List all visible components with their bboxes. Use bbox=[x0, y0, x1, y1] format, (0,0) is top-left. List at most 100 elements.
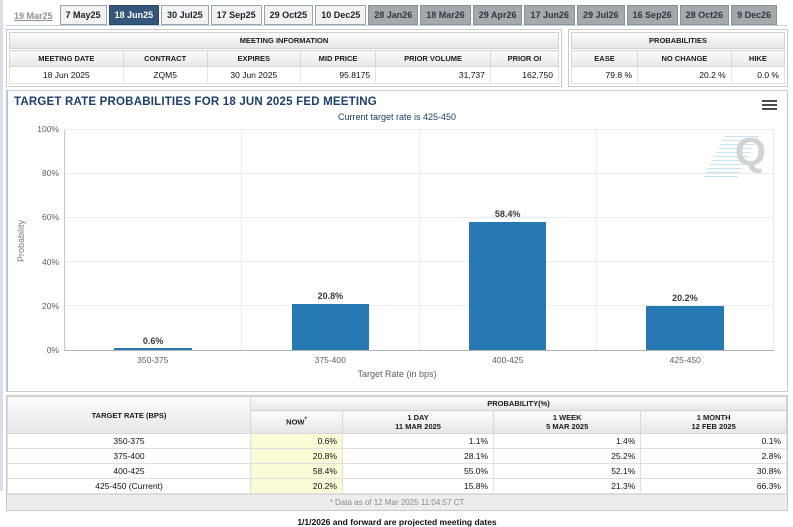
meeting-info-value-0: 18 Jun 2025 bbox=[9, 66, 124, 84]
tab-28-jan26[interactable]: 28 Jan26 bbox=[368, 5, 419, 25]
y-tick-label: 20% bbox=[41, 300, 59, 311]
probabilities-header-2: HIKE bbox=[730, 50, 786, 67]
bar-400-425 bbox=[468, 221, 547, 350]
tab-18-mar26[interactable]: 18 Mar26 bbox=[420, 5, 471, 25]
meeting-information-panel: MEETING INFORMATION MEETING DATE CONTRACT… bbox=[6, 29, 562, 87]
meeting-info-value-5: 162,750 bbox=[489, 66, 560, 84]
prob-cell-month: 66.3% bbox=[640, 478, 787, 494]
tab-18-jun25[interactable]: 18 Jun25 bbox=[108, 5, 160, 25]
x-axis-ticks: 350-375 375-400 400-425 425-450 bbox=[64, 351, 780, 365]
y-axis-title: Probability bbox=[16, 219, 26, 262]
meeting-info-header-2: EXPIRES bbox=[206, 50, 301, 67]
meeting-info-value-4: 31,737 bbox=[375, 66, 491, 84]
prob-cell-rate: 350-375 bbox=[6, 433, 252, 449]
prob-cell-rate: 425-450 (Current) bbox=[6, 478, 252, 494]
x-axis-ticks-row: 350-375 375-400 400-425 425-450 bbox=[14, 351, 780, 365]
bar-375-400 bbox=[291, 304, 370, 350]
tab-28-oct26[interactable]: 28 Oct26 bbox=[679, 5, 730, 25]
meeting-info-value-3: 95.8175 bbox=[299, 66, 377, 84]
probability-group-header: PROBABILITY(%) bbox=[250, 396, 787, 411]
prob-cell-rate: 375-400 bbox=[6, 448, 252, 464]
meeting-info-header-3: MID PRICE bbox=[299, 50, 377, 67]
bar-425-450 bbox=[646, 305, 724, 350]
prob-cell-now: 20.2% bbox=[250, 478, 343, 494]
plot-column-400-425: 58.4% bbox=[420, 130, 597, 350]
tab-29-oct25[interactable]: 29 Oct25 bbox=[263, 5, 314, 25]
probability-history-table-wrap: TARGET RATE (BPS) PROBABILITY(%) NOW* 1 D… bbox=[6, 395, 788, 511]
prob-cell-month: 2.8% bbox=[640, 448, 787, 464]
y-axis-ticks: 0% 20% 40% 60% 80% 100% bbox=[28, 124, 64, 355]
x-tick-label: 425-450 bbox=[669, 355, 701, 365]
gridline bbox=[65, 305, 774, 306]
tab-7-may25[interactable]: 7 May25 bbox=[59, 5, 107, 25]
chart-area: Probability 0% 20% 40% 60% 80% 100% Q 0.6% 20.… bbox=[14, 124, 780, 355]
prob-subheader-2: 1 WEEK 5 MAR 2025 bbox=[493, 410, 642, 434]
gridline bbox=[65, 217, 774, 218]
probabilities-value-row: 79.8 % 20.2 % 0.0 % bbox=[570, 66, 786, 84]
gridline bbox=[65, 173, 774, 174]
prob-table-row: 375-400 20.8% 28.1% 25.2% 2.8% bbox=[6, 448, 787, 464]
tab-29-jul26[interactable]: 29 Jul26 bbox=[577, 5, 625, 25]
tab-19-mar25[interactable]: 19 Mar25 bbox=[9, 7, 58, 25]
meeting-info-header-1: CONTRACT bbox=[122, 50, 208, 67]
y-tick-label: 100% bbox=[37, 124, 59, 134]
plot-column-375-400: 20.8% bbox=[242, 130, 420, 350]
y-tick-label: 80% bbox=[41, 168, 59, 179]
prob-subheader-1: 1 DAY 11 MAR 2025 bbox=[341, 410, 495, 434]
probabilities-panel: PROBABILITIES EASE NO CHANGE HIKE 79.8 % 20… bbox=[568, 29, 788, 87]
target-rate-chart-panel: TARGET RATE PROBABILITIES FOR 18 JUN 202… bbox=[6, 90, 788, 392]
prob-cell-week: 21.3% bbox=[493, 478, 642, 494]
tab-10-dec25[interactable]: 10 Dec25 bbox=[315, 5, 367, 25]
probabilities-header-1: NO CHANGE bbox=[637, 50, 732, 67]
prob-cell-rate: 400-425 bbox=[6, 463, 252, 479]
tab-17-sep25[interactable]: 17 Sep25 bbox=[210, 5, 262, 25]
bar-value-label: 0.6% bbox=[142, 335, 164, 346]
x-tick-label: 350-375 bbox=[137, 355, 169, 365]
meeting-info-value-1: ZQM5 bbox=[122, 66, 208, 84]
probabilities-value-1: 20.2 % bbox=[637, 66, 732, 84]
x-axis-title: Target Rate (in bps) bbox=[357, 369, 437, 379]
plot-column-425-450: 20.2% bbox=[597, 130, 774, 350]
meeting-information-table: MEETING DATE CONTRACT EXPIRES MID PRICE PRIO… bbox=[9, 50, 560, 84]
prob-cell-month: 30.8% bbox=[640, 463, 787, 479]
prob-cell-now: 58.4% bbox=[250, 463, 343, 479]
bar-value-label: 20.8% bbox=[317, 291, 344, 302]
meeting-info-value-row: 18 Jun 2025 ZQM5 30 Jun 2025 95.8175 31,737 1… bbox=[9, 66, 560, 84]
probabilities-header-0: EASE bbox=[570, 50, 639, 67]
prob-cell-week: 52.1% bbox=[493, 463, 642, 479]
x-tick-label: 400-425 bbox=[492, 355, 524, 365]
prob-table-row: 400-425 58.4% 55.0% 52.1% 30.8% bbox=[6, 463, 787, 479]
prob-cell-day: 1.1% bbox=[341, 433, 495, 449]
prob-cell-week: 1.4% bbox=[493, 433, 642, 449]
plot-area: Q 0.6% 20.8% 58.4% 20.2% bbox=[64, 129, 774, 351]
probabilities-table: EASE NO CHANGE HIKE 79.8 % 20.2 % 0.0 % bbox=[570, 50, 786, 84]
data-as-of-footnote: * Data as of 12 Mar 2025 11:04:57 CT bbox=[7, 494, 787, 510]
tab-17-jun26[interactable]: 17 Jun26 bbox=[524, 5, 576, 25]
prob-cell-month: 0.1% bbox=[640, 433, 787, 449]
gridline bbox=[65, 129, 774, 130]
tab-16-sep26[interactable]: 16 Sep26 bbox=[626, 5, 678, 25]
meeting-info-header-5: PRIOR OI bbox=[489, 50, 560, 67]
prob-table-row: 350-375 0.6% 1.1% 1.4% 0.1% bbox=[6, 433, 787, 449]
tab-29-apr26[interactable]: 29 Apr26 bbox=[472, 5, 523, 25]
meeting-tabs: 19 Mar25 7 May25 18 Jun25 30 Jul25 17 Sep25 2… bbox=[6, 2, 788, 26]
projected-dates-note: 1/1/2026 and forward are projected meeti… bbox=[297, 517, 497, 527]
tab-30-jul25[interactable]: 30 Jul25 bbox=[161, 5, 209, 25]
tab-9-dec26[interactable]: 9 Dec26 bbox=[731, 5, 778, 25]
chart-title: TARGET RATE PROBABILITIES FOR 18 JUN 202… bbox=[14, 96, 377, 108]
bar-350-375 bbox=[114, 348, 192, 350]
prob-table-body: 350-375 0.6% 1.1% 1.4% 0.1% 375-400 20.8% 28.1%… bbox=[6, 433, 787, 494]
target-rate-bps-header: TARGET RATE (BPS) bbox=[6, 396, 252, 434]
bar-value-label: 20.2% bbox=[672, 292, 698, 303]
chart-menu-icon[interactable] bbox=[762, 98, 777, 112]
plot-column-350-375: 0.6% bbox=[65, 130, 243, 350]
probabilities-header-row: EASE NO CHANGE HIKE bbox=[570, 50, 786, 67]
y-tick-label: 0% bbox=[46, 345, 59, 355]
probability-history-table: TARGET RATE (BPS) PROBABILITY(%) NOW* 1 D… bbox=[6, 396, 787, 494]
prob-subheader-3: 1 MONTH 12 FEB 2025 bbox=[640, 410, 787, 434]
info-row: MEETING INFORMATION MEETING DATE CONTRACT… bbox=[6, 29, 788, 87]
prob-cell-now: 0.6% bbox=[250, 433, 343, 449]
meeting-info-header-4: PRIOR VOLUME bbox=[375, 50, 491, 67]
prob-cell-day: 55.0% bbox=[341, 463, 495, 479]
probabilities-title: PROBABILITIES bbox=[571, 32, 785, 49]
